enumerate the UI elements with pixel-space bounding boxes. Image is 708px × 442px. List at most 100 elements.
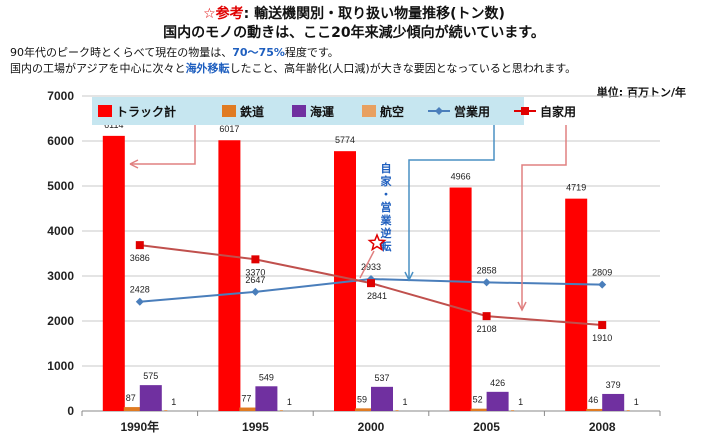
annotation-char: 家 xyxy=(381,174,393,188)
star-pointer xyxy=(359,250,375,279)
bar-鉄道 xyxy=(470,408,489,411)
legend-marker xyxy=(435,107,443,115)
bar-鉄道 xyxy=(239,407,258,411)
data-label: 1 xyxy=(171,397,176,407)
bar-海運 xyxy=(602,393,625,411)
data-label: 1910 xyxy=(592,333,612,343)
data-label: 4719 xyxy=(566,183,586,193)
point-営業用 xyxy=(135,297,144,306)
note-1-text-b: 程度です。 xyxy=(284,46,339,59)
point-営業用 xyxy=(598,280,607,289)
x-tick-label: 1995 xyxy=(242,420,269,434)
bar-海運 xyxy=(255,386,278,411)
bar-海運 xyxy=(371,386,393,411)
data-label: 4966 xyxy=(451,172,471,182)
bar-航空 xyxy=(279,410,283,411)
data-label: 2858 xyxy=(477,265,497,275)
data-label: 46 xyxy=(588,395,598,405)
annotation-char: 逆 xyxy=(381,226,392,240)
annotation-char: 自 xyxy=(381,161,392,175)
y-tick-label: 4000 xyxy=(47,224,74,238)
data-label: 2647 xyxy=(245,275,265,285)
bar-航空 xyxy=(511,410,515,411)
legend-swatch-海運 xyxy=(292,105,306,117)
bar-海運 xyxy=(486,391,509,411)
data-label: 3370 xyxy=(245,267,265,277)
legend-label: 海運 xyxy=(310,104,334,119)
callout-arrow-commercial xyxy=(408,125,495,280)
point-営業用 xyxy=(482,278,491,287)
y-tick-label: 7000 xyxy=(47,89,74,103)
data-label: 1 xyxy=(634,397,639,407)
note-2-text-b: したこと、高年齢化(人口減)が大きな要因となっていると思われます。 xyxy=(229,62,577,75)
bar-トラック計 xyxy=(565,198,588,411)
data-label: 2108 xyxy=(477,324,497,334)
y-tick-label: 2000 xyxy=(47,314,74,328)
chart-title: ☆参考: 輸送機関別・取り扱い物量推移(トン数) xyxy=(0,3,708,23)
legend-label: 営業用 xyxy=(454,104,490,119)
data-label: 1 xyxy=(287,397,292,407)
callout-arrow-truck xyxy=(130,125,196,165)
point-自家用 xyxy=(135,241,144,250)
annotation-char: ・ xyxy=(381,188,392,201)
data-label: 59 xyxy=(357,394,367,404)
data-label: 87 xyxy=(126,393,136,403)
data-label: 549 xyxy=(259,372,274,382)
data-label: 77 xyxy=(241,394,251,404)
point-自家用 xyxy=(251,255,260,264)
note-line-2: 国内の工場がアジアを中心に次々と海外移転したこと、高年齢化(人口減)が大きな要因… xyxy=(10,60,576,76)
legend-label: トラック計 xyxy=(116,104,176,119)
data-label: 2841 xyxy=(367,291,387,301)
note-2-highlight: 海外移転 xyxy=(185,62,230,75)
note-2-text-a: 国内の工場がアジアを中心に次々と xyxy=(10,62,186,75)
bar-トラック計 xyxy=(218,140,241,412)
bar-鉄道 xyxy=(586,408,605,411)
bar-航空 xyxy=(164,410,168,411)
note-1-highlight: 70〜75% xyxy=(232,46,285,59)
x-tick-label: 2005 xyxy=(473,420,500,434)
annotation-char: 営 xyxy=(381,200,392,214)
point-自家用 xyxy=(482,312,491,321)
star-icon xyxy=(367,232,387,252)
x-tick-label: 2008 xyxy=(589,420,616,434)
data-label: 1 xyxy=(402,397,407,407)
point-自家用 xyxy=(598,321,607,330)
note-line-1: 90年代のピーク時とくらべて現在の物量は、70〜75%程度です。 xyxy=(10,44,339,60)
data-label: 426 xyxy=(490,378,505,388)
data-label: 575 xyxy=(143,371,158,381)
data-label: 2933 xyxy=(361,262,381,272)
callout-arrowhead xyxy=(129,159,139,169)
data-label: 1 xyxy=(518,397,523,407)
data-label: 52 xyxy=(473,395,483,405)
annotation-char: 転 xyxy=(381,239,392,253)
legend-swatch-航空 xyxy=(362,105,376,117)
callout-arrow-private xyxy=(521,125,567,310)
data-label: 5774 xyxy=(335,135,355,145)
bar-トラック計 xyxy=(102,135,125,411)
point-自家用 xyxy=(367,279,375,288)
legend-label: 自家用 xyxy=(540,104,576,119)
y-tick-label: 0 xyxy=(67,404,74,418)
chart-subtitle: 国内のモノの動きは、ここ20年来減少傾向が続いています。 xyxy=(163,25,545,41)
data-label: 3686 xyxy=(130,253,150,263)
bar-航空 xyxy=(395,410,399,411)
x-tick-label: 2000 xyxy=(358,420,385,434)
data-label: 2809 xyxy=(592,268,612,278)
bar-海運 xyxy=(139,385,162,411)
chart-title-text: : 輸送機関別・取り扱い物量推移(トン数) xyxy=(243,6,505,22)
callout-arrowhead xyxy=(517,301,527,312)
y-tick-label: 1000 xyxy=(47,359,74,373)
bar-トラック計 xyxy=(449,187,472,411)
point-営業用 xyxy=(251,287,260,296)
y-tick-label: 6000 xyxy=(47,134,74,148)
bar-航空 xyxy=(626,410,630,411)
legend-swatch-トラック計 xyxy=(98,105,112,117)
annotation-char: 業 xyxy=(380,213,393,227)
note-1-text-a: 90年代のピーク時とくらべて現在の物量は、 xyxy=(10,46,233,59)
legend-swatch-鉄道 xyxy=(222,105,236,117)
legend-label: 航空 xyxy=(380,104,404,119)
data-label: 2428 xyxy=(130,285,150,295)
callout-arrowhead xyxy=(404,271,414,282)
bar-鉄道 xyxy=(123,407,142,411)
